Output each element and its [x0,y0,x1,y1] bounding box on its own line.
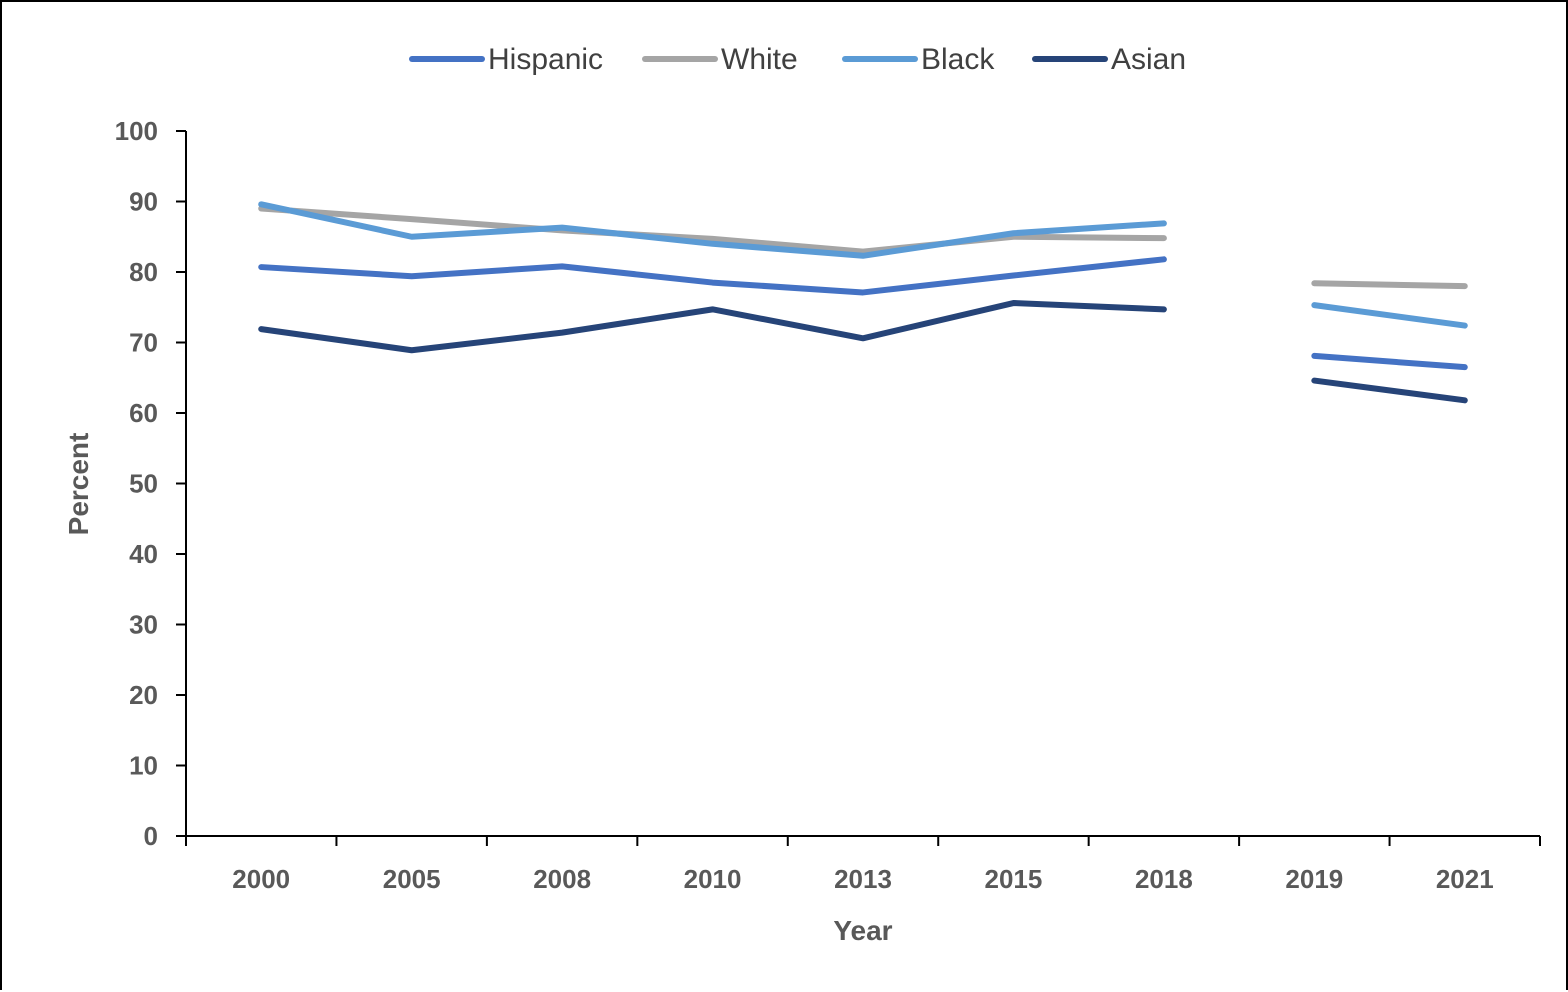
x-tick-label: 2000 [232,864,290,894]
y-axis-title: Percent [63,433,94,536]
series-line-white [258,205,1167,255]
x-tick-label: 2005 [383,864,441,894]
series-line-black [258,201,1167,259]
series-line-black [1311,302,1468,329]
data-point-hispanic [1161,256,1167,262]
series-line-white [1311,280,1468,290]
data-point-hispanic [258,264,264,270]
y-tick-label: 100 [115,116,158,146]
data-point-asian [409,347,415,353]
x-tick-label: 2008 [533,864,591,894]
data-point-asian [1010,300,1016,306]
x-tick-label: 2015 [985,864,1043,894]
x-tick-label: 2021 [1436,864,1494,894]
data-point-white [1311,280,1317,286]
data-point-black [409,234,415,240]
legend-label-white: White [721,43,798,76]
data-point-black [258,201,264,207]
y-tick-label: 50 [129,469,158,499]
data-point-asian [258,326,264,332]
x-tick-label: 2019 [1285,864,1343,894]
x-axis: 2000 2005 2008 2010 2013 2015 2018 2019 2021 [185,835,1541,894]
data-point-black [559,225,565,231]
series-line-asian [1311,377,1468,404]
data-point-black [1161,220,1167,226]
y-tick-label: 80 [129,257,158,287]
data-point-asian [860,335,866,341]
data-point-black [1311,302,1317,308]
y-tick-label: 90 [129,187,158,217]
data-point-hispanic [409,273,415,279]
data-point-black [710,241,716,247]
y-tick-label: 0 [144,821,158,851]
legend-label-black: Black [921,43,995,76]
data-point-white [1462,283,1468,289]
data-point-hispanic [1010,273,1016,279]
data-point-black [860,253,866,259]
legend-label-asian: Asian [1111,43,1186,76]
data-point-asian [1161,306,1167,312]
data-point-asian [710,306,716,312]
x-tick-label: 2010 [684,864,742,894]
data-point-hispanic [1311,353,1317,359]
data-point-white [409,216,415,222]
y-axis: 0 10 20 30 40 50 60 70 80 90 100 [115,116,187,851]
data-point-hispanic [559,263,565,269]
x-axis-title: Year [833,915,892,946]
series-line-hispanic [258,256,1167,296]
y-tick-label: 10 [129,751,158,781]
y-tick-label: 20 [129,680,158,710]
data-point-hispanic [710,280,716,286]
data-point-white [1161,235,1167,241]
data-point-asian [559,330,565,336]
legend: Hispanic White Black Asian [409,43,1186,76]
series-lines [258,201,1468,404]
data-point-asian [1311,378,1317,384]
data-point-black [1462,323,1468,329]
series-line-hispanic [1311,352,1468,371]
legend-label-hispanic: Hispanic [488,43,603,76]
y-tick-label: 40 [129,539,158,569]
data-point-hispanic [860,289,866,295]
data-point-asian [1462,397,1468,403]
data-point-hispanic [1462,364,1468,370]
y-tick-label: 70 [129,328,158,358]
data-point-black [1010,230,1016,236]
y-tick-label: 30 [129,610,158,640]
x-tick-label: 2018 [1135,864,1193,894]
y-tick-label: 60 [129,398,158,428]
x-tick-label: 2013 [834,864,892,894]
series-line-asian [258,300,1167,354]
